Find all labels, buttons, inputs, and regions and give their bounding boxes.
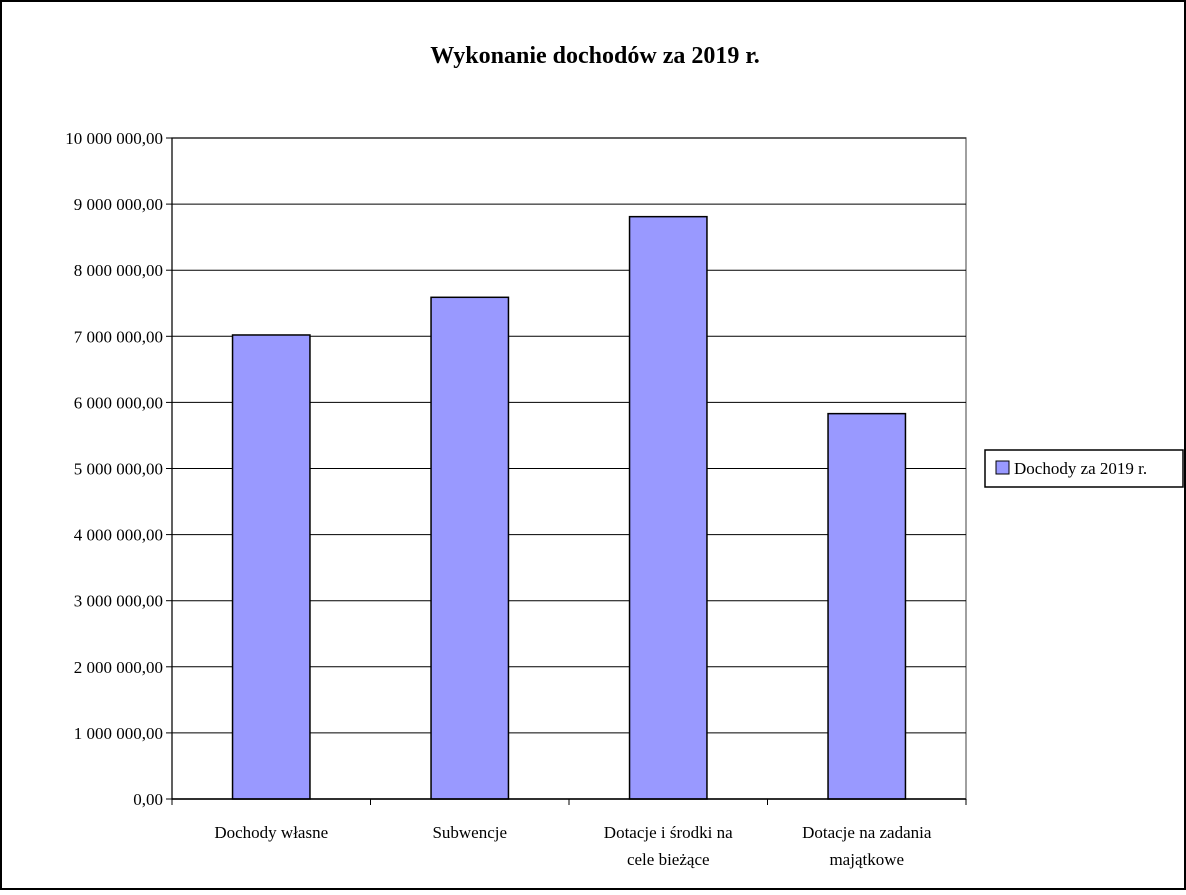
legend-label: Dochody za 2019 r. xyxy=(1014,459,1147,478)
y-tick-label: 9 000 000,00 xyxy=(74,195,163,214)
legend: Dochody za 2019 r. xyxy=(984,449,1184,488)
x-tick-label: Dotacje na zadania xyxy=(802,823,932,842)
chart-title: Wykonanie dochodów za 2019 r. xyxy=(430,43,760,69)
y-tick-label: 10 000 000,00 xyxy=(65,129,163,148)
x-tick-label: Subwencje xyxy=(432,823,507,842)
y-tick-label: 5 000 000,00 xyxy=(74,460,163,479)
x-tick-label: Dochody własne xyxy=(214,823,328,842)
y-tick-label: 3 000 000,00 xyxy=(74,592,163,611)
y-tick-label: 6 000 000,00 xyxy=(74,393,163,412)
x-axis: Dochody własne Subwencje Dotacje i środki … xyxy=(171,798,967,869)
y-tick-label: 4 000 000,00 xyxy=(74,526,163,545)
bar xyxy=(231,334,311,800)
bars xyxy=(231,215,907,800)
y-tick-label: 0,00 xyxy=(133,790,163,809)
y-tick-label: 2 000 000,00 xyxy=(74,658,163,677)
bar xyxy=(628,215,708,800)
x-tick-label: Dotacje i środki na xyxy=(604,823,733,842)
x-tick-label: majątkowe xyxy=(829,850,904,869)
y-tick-label: 7 000 000,00 xyxy=(74,327,163,346)
bar xyxy=(827,412,907,800)
y-tick-label: 1 000 000,00 xyxy=(74,724,163,743)
legend-swatch xyxy=(995,460,1010,475)
y-axis: 0,00 1 000 000,00 2 000 000,00 3 000 000,00… xyxy=(65,129,173,809)
bar xyxy=(430,296,510,800)
x-tick-label: cele bieżące xyxy=(627,850,710,869)
y-tick-label: 8 000 000,00 xyxy=(74,261,163,280)
legend-box xyxy=(984,449,1184,488)
